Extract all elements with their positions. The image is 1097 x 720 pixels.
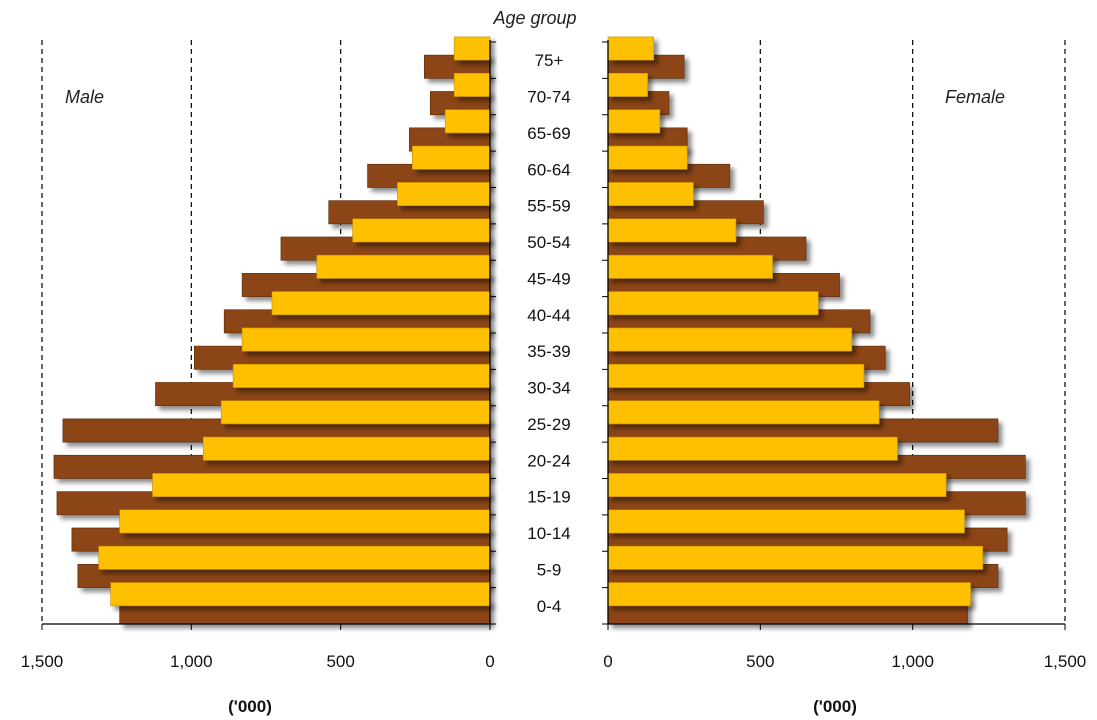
chart-title: Age group (492, 8, 576, 28)
right-x-tick-label: 0 (603, 652, 612, 671)
male-bar-part-0-4 (110, 582, 491, 607)
female-bar-part-55-59 (607, 182, 694, 206)
male-bar-part-45-49 (316, 254, 491, 279)
female-bar-part-20-24 (607, 436, 898, 461)
age-group-label: 40-44 (527, 306, 570, 325)
male-bar-part-40-44 (271, 291, 491, 316)
age-group-label: 45-49 (527, 269, 570, 288)
male-bar-part-25-29 (220, 400, 491, 425)
age-group-label: 25-29 (527, 415, 570, 434)
female-bar-part-50-54 (607, 218, 737, 243)
female-bar-part-30-34 (607, 363, 865, 388)
male-bar-part-15-19 (152, 473, 491, 497)
age-group-label: 60-64 (527, 160, 570, 179)
male-bar-part-35-39 (241, 327, 491, 352)
age-group-label: 70-74 (527, 88, 570, 107)
age-group-label: 50-54 (527, 233, 570, 252)
right-axis-unit: ('000) (813, 697, 857, 716)
left-x-tick-label: 500 (326, 652, 354, 671)
female-bar-part-25-29 (607, 400, 880, 425)
male-panel-label: Male (65, 87, 104, 107)
labels: Age group Male Female ('000) ('000) (65, 8, 1005, 716)
male-bar-part-70-74 (453, 72, 491, 97)
male-bar-part-5-9 (98, 545, 491, 570)
female-bar-part-45-49 (607, 254, 773, 279)
male-bar-part-55-59 (397, 182, 491, 206)
age-group-label: 65-69 (527, 124, 570, 143)
male-bar-part-65-69 (444, 109, 491, 134)
male-bar-part-20-24 (202, 436, 491, 461)
right-x-tick-label: 1,000 (891, 652, 934, 671)
bars (53, 36, 1026, 625)
right-x-tick-label: 500 (746, 652, 774, 671)
male-bar-part-60-64 (412, 145, 491, 170)
female-panel-label: Female (945, 87, 1005, 107)
age-group-label: 30-34 (527, 379, 570, 398)
male-bar-part-30-34 (232, 363, 491, 388)
female-bar-part-75+ (607, 36, 655, 61)
right-x-tick-label: 1,500 (1044, 652, 1087, 671)
female-bar-part-40-44 (607, 291, 819, 316)
female-bar-part-0-4 (607, 582, 971, 607)
female-bar-part-35-39 (607, 327, 853, 352)
male-bar-part-75+ (453, 36, 491, 61)
age-group-label: 0-4 (537, 597, 562, 616)
female-bar-part-10-14 (607, 509, 965, 534)
age-group-label: 5-9 (537, 560, 562, 579)
female-bar-part-60-64 (607, 145, 688, 170)
age-group-label: 35-39 (527, 342, 570, 361)
male-bar-part-10-14 (119, 509, 491, 534)
left-x-tick-label: 0 (485, 652, 494, 671)
left-axis-unit: ('000) (228, 697, 272, 716)
age-group-label: 55-59 (527, 197, 570, 216)
female-bar-part-70-74 (607, 72, 648, 97)
age-group-label: 75+ (535, 51, 564, 70)
male-bar-part-50-54 (352, 218, 491, 243)
left-x-tick-label: 1,000 (170, 652, 213, 671)
left-x-tick-label: 1,500 (21, 652, 64, 671)
female-bar-part-65-69 (607, 109, 661, 134)
female-bar-part-5-9 (607, 545, 984, 570)
female-bar-part-15-19 (607, 473, 947, 497)
age-group-label: 10-14 (527, 524, 570, 543)
axes: 1,500 1,000 500 0 0 500 1,000 1,500 0-4 5-9 10-14 1… (21, 40, 1087, 671)
age-group-label: 20-24 (527, 451, 570, 470)
age-group-label: 15-19 (527, 488, 570, 507)
